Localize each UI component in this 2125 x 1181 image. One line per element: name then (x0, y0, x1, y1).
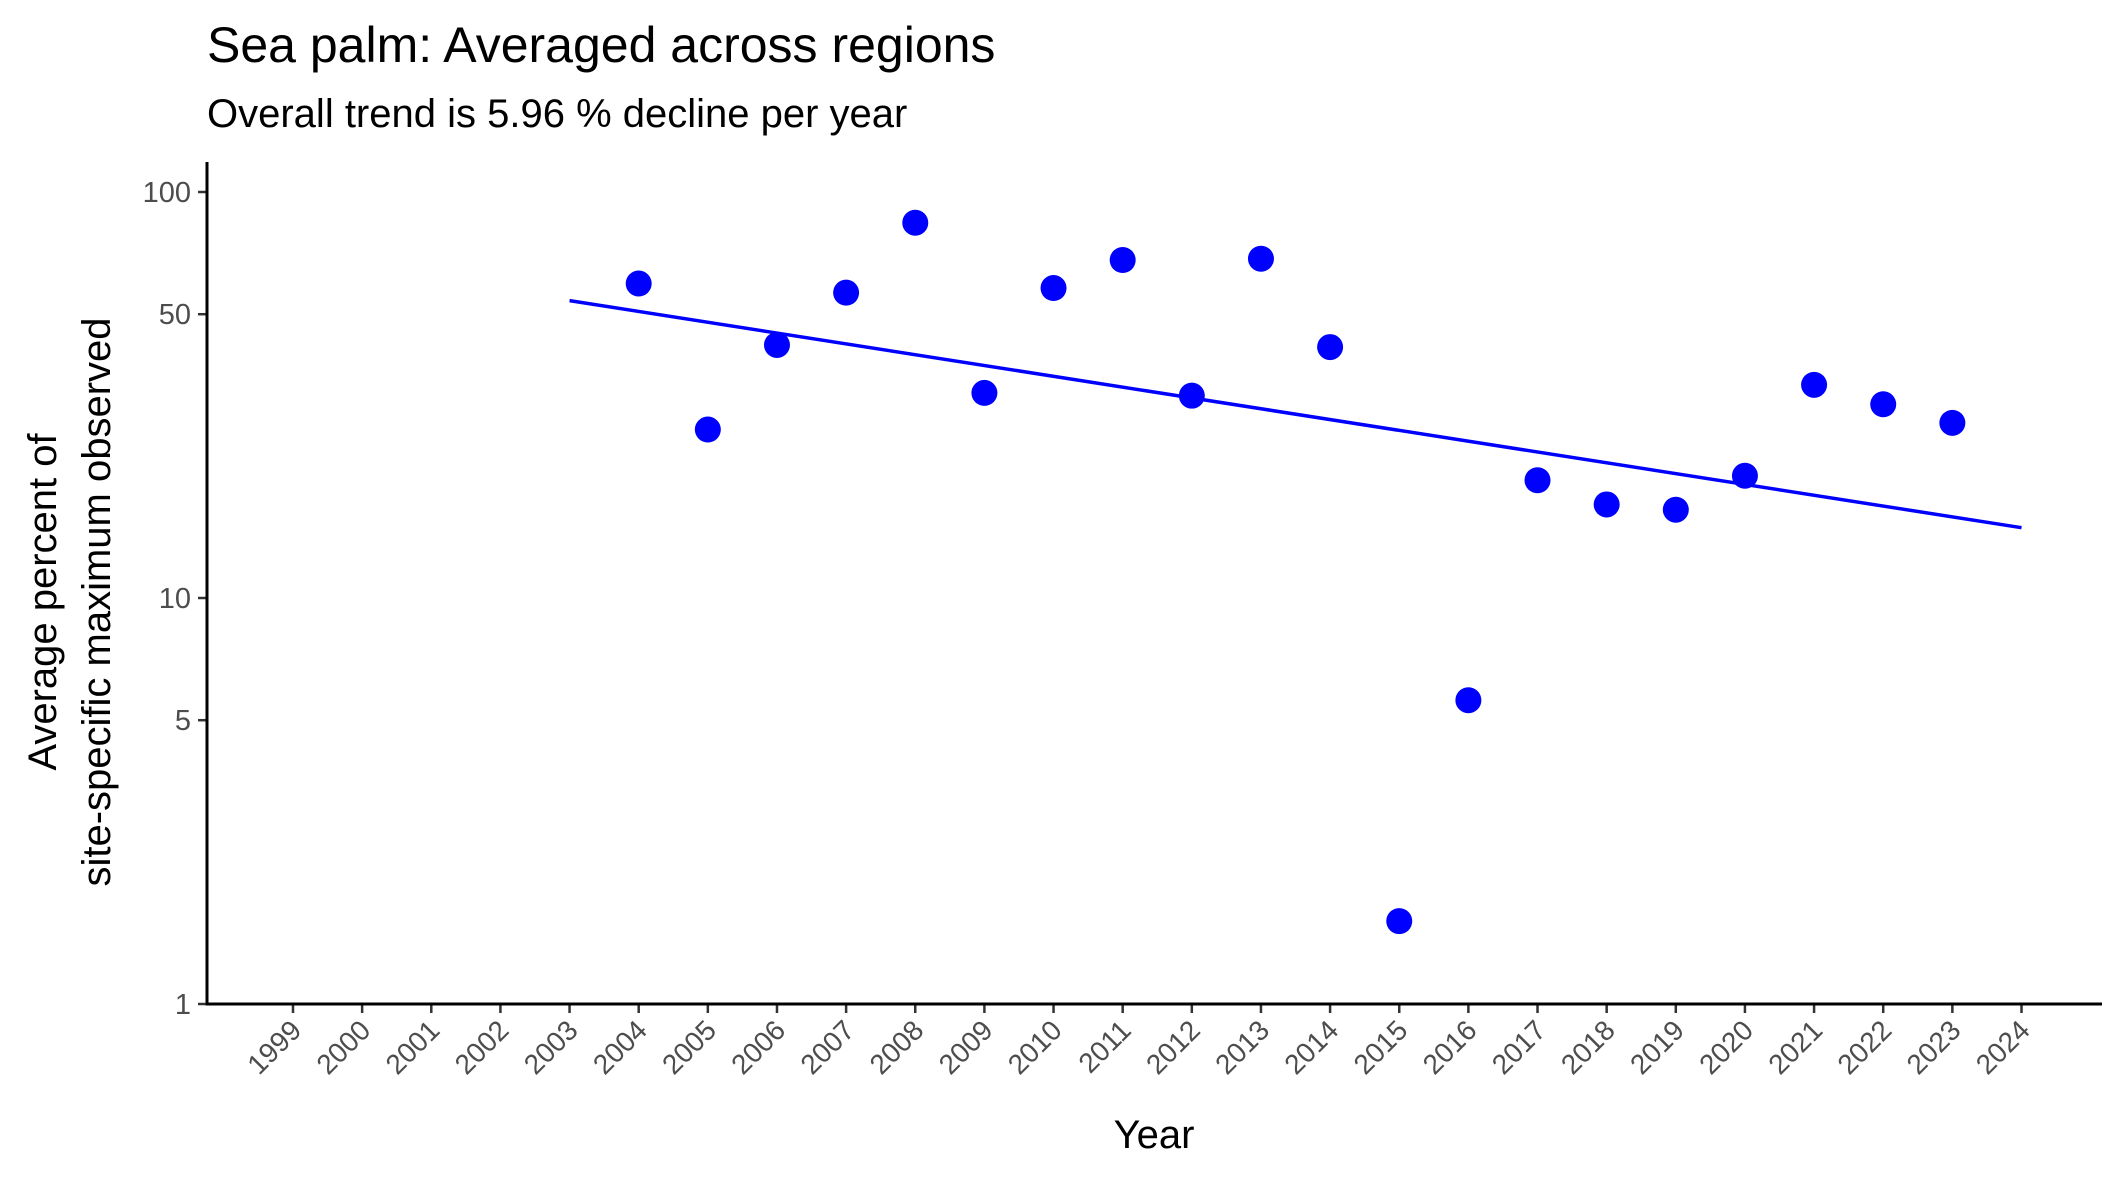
x-tick-label: 2022 (1831, 1014, 1897, 1080)
data-point (625, 270, 652, 297)
x-tick-label: 2008 (864, 1014, 930, 1080)
data-point (1524, 467, 1551, 494)
data-point (1593, 491, 1620, 518)
data-point (1040, 275, 1067, 302)
y-tick-label: 50 (159, 299, 191, 331)
trend-line (569, 298, 2022, 530)
chart-subtitle: Overall trend is 5.96 % decline per year (207, 92, 907, 136)
x-axis-label: Year (1114, 1113, 1195, 1157)
x-tick-label: 2012 (1140, 1014, 1206, 1080)
x-tick-label: 2019 (1624, 1014, 1690, 1080)
x-tick-label: 2005 (656, 1014, 722, 1080)
data-point (971, 379, 998, 406)
y-tick-label: 100 (143, 177, 191, 209)
x-tick-label: 2003 (518, 1014, 584, 1080)
data-point (1386, 908, 1413, 935)
y-tick-label: 1 (175, 989, 191, 1021)
x-tick-label: 2007 (794, 1014, 860, 1080)
x-tick-label: 2011 (1072, 1014, 1137, 1079)
y-axis-label: Average percent of site-specific maximum… (21, 317, 119, 886)
x-tick-label: 1999 (241, 1014, 307, 1080)
data-point (1317, 334, 1344, 361)
plot-area (569, 209, 2022, 935)
data-point (694, 416, 721, 443)
x-tick-label: 2013 (1209, 1014, 1275, 1080)
x-tick-label: 2009 (933, 1014, 999, 1080)
chart-title: Sea palm: Averaged across regions (207, 17, 995, 73)
y-axis-label-line1: Average percent of (21, 432, 65, 770)
data-point (763, 331, 790, 358)
x-tick-label: 2021 (1762, 1014, 1828, 1080)
x-tick-label: 2014 (1278, 1014, 1344, 1080)
data-point (1870, 391, 1897, 418)
x-tick-label: 2015 (1348, 1014, 1414, 1080)
data-point (1247, 245, 1274, 272)
data-point (833, 279, 860, 306)
data-point (1662, 496, 1689, 523)
data-point (1939, 409, 1966, 436)
data-point (1731, 462, 1758, 489)
x-tick-label: 2000 (310, 1014, 376, 1080)
x-tick-label: 2018 (1555, 1014, 1621, 1080)
x-tick-label: 2016 (1417, 1014, 1483, 1080)
x-tick-label: 2017 (1486, 1014, 1552, 1080)
x-tick-label: 2024 (1970, 1014, 2036, 1080)
data-point (1455, 687, 1482, 714)
y-tick-label: 5 (175, 705, 191, 737)
x-tick-label: 2023 (1901, 1014, 1967, 1080)
x-tick-label: 2006 (725, 1014, 791, 1080)
x-tick-label: 2020 (1693, 1014, 1759, 1080)
data-point (1178, 382, 1205, 409)
data-point (902, 209, 929, 236)
y-tick-label: 10 (159, 583, 191, 615)
x-tick-label: 2001 (380, 1014, 446, 1080)
x-tick-label: 2004 (587, 1014, 653, 1080)
data-point (1109, 247, 1136, 274)
x-tick-label: 2010 (1002, 1014, 1068, 1080)
x-tick-label: 2002 (449, 1014, 515, 1080)
y-axis-ticks: 1 5 10 50 100 (143, 177, 207, 1021)
data-point (1801, 371, 1828, 398)
x-axis-ticks: 1999 2000 2001 2002 2003 2004 2005 2006 2007 2008… (241, 1004, 2036, 1080)
y-axis-label-line2: site-specific maximum observed (75, 317, 119, 886)
